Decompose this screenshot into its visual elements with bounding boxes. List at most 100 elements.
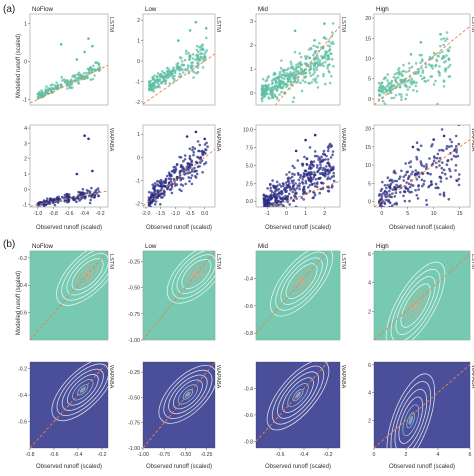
- data-point: [442, 193, 446, 196]
- data-point: [89, 66, 92, 70]
- data-point: [280, 193, 283, 196]
- data-point: [188, 171, 192, 174]
- data-point: [308, 189, 312, 193]
- row-label-lstm: LSTM: [215, 254, 221, 269]
- data-point: [383, 184, 387, 187]
- data-point: [322, 72, 325, 76]
- data-point: [287, 67, 290, 70]
- data-point: [81, 187, 85, 191]
- data-point: [194, 130, 198, 134]
- data-point: [91, 169, 94, 173]
- density-fill: [374, 251, 470, 340]
- data-point: [395, 201, 398, 205]
- data-point: [301, 178, 305, 181]
- data-point: [66, 79, 69, 82]
- data-point: [45, 85, 48, 88]
- data-point: [262, 96, 266, 99]
- data-point: [44, 90, 48, 94]
- data-point: [55, 81, 58, 84]
- data-point: [269, 86, 272, 90]
- data-point: [94, 61, 97, 64]
- data-point: [153, 182, 157, 185]
- data-point: [196, 140, 200, 143]
- panel-high-lstm-a: 0 5 10 15 20 High LSTM: [365, 6, 474, 106]
- panel-frame: [29, 13, 109, 106]
- data-point: [279, 208, 282, 211]
- data-point: [301, 175, 305, 178]
- x-tick-label: -0.2: [96, 211, 105, 217]
- xlabel-b-col1: Observed runoff (scaled): [36, 464, 102, 470]
- data-point: [440, 50, 444, 53]
- data-point: [434, 63, 438, 67]
- data-point: [438, 164, 441, 167]
- panel-body: [260, 22, 340, 105]
- density-contour: [271, 365, 325, 425]
- data-point: [455, 179, 459, 183]
- data-point: [298, 187, 301, 191]
- data-point: [445, 177, 448, 180]
- data-point: [266, 208, 269, 211]
- data-point: [63, 193, 67, 197]
- data-point: [309, 180, 313, 183]
- data-point: [161, 70, 164, 73]
- data-point: [407, 69, 411, 73]
- data-point: [449, 121, 452, 124]
- data-point: [277, 204, 280, 207]
- data-point: [416, 197, 420, 200]
- row-label-lstm: LSTM: [215, 17, 221, 32]
- data-point: [147, 190, 151, 194]
- data-point: [260, 97, 264, 100]
- data-point: [74, 76, 78, 80]
- data-point: [380, 193, 384, 196]
- panel-body: [143, 362, 215, 448]
- data-point: [76, 196, 80, 200]
- density-contour: [181, 259, 212, 290]
- data-point: [184, 68, 187, 71]
- xlabel-a-col4: Observed runoff (scaled): [389, 225, 455, 231]
- data-point: [390, 83, 393, 86]
- data-point: [316, 64, 320, 67]
- data-point: [381, 86, 384, 90]
- y-tick-label: 1: [250, 67, 253, 73]
- panel-body: [30, 251, 108, 340]
- data-point: [271, 86, 274, 89]
- data-point: [328, 162, 331, 166]
- data-point: [204, 152, 207, 155]
- data-point: [458, 173, 461, 176]
- y-tick-label: 2: [24, 157, 27, 163]
- data-point: [442, 43, 446, 47]
- data-point: [179, 165, 183, 169]
- y-tick-label: 2.5: [246, 181, 253, 187]
- y-tick-label: 2: [368, 418, 371, 424]
- data-point: [393, 202, 396, 206]
- data-point: [285, 190, 288, 193]
- data-point: [201, 171, 204, 174]
- data-point: [326, 173, 330, 176]
- data-point: [174, 165, 177, 169]
- density-contour: [386, 373, 436, 448]
- data-point: [438, 149, 441, 152]
- data-point: [273, 72, 277, 76]
- data-point: [388, 87, 391, 91]
- data-point: [456, 154, 460, 158]
- data-point: [442, 37, 446, 40]
- data-point: [392, 171, 396, 174]
- y-tick-label: -0.2: [18, 256, 27, 262]
- data-point: [440, 57, 444, 60]
- data-point: [324, 53, 328, 57]
- data-point: [397, 67, 401, 70]
- data-point: [292, 183, 296, 187]
- x-tick-label: 4: [437, 452, 440, 458]
- data-point: [321, 47, 325, 50]
- data-point: [324, 158, 327, 161]
- panel-body: [374, 25, 470, 105]
- data-point: [200, 52, 204, 55]
- data-point: [77, 190, 80, 194]
- data-point: [280, 90, 283, 94]
- data-point: [396, 82, 400, 85]
- data-point: [37, 95, 40, 99]
- data-point: [436, 102, 439, 105]
- data-point: [415, 157, 419, 161]
- data-point: [188, 147, 192, 151]
- data-point: [324, 168, 327, 171]
